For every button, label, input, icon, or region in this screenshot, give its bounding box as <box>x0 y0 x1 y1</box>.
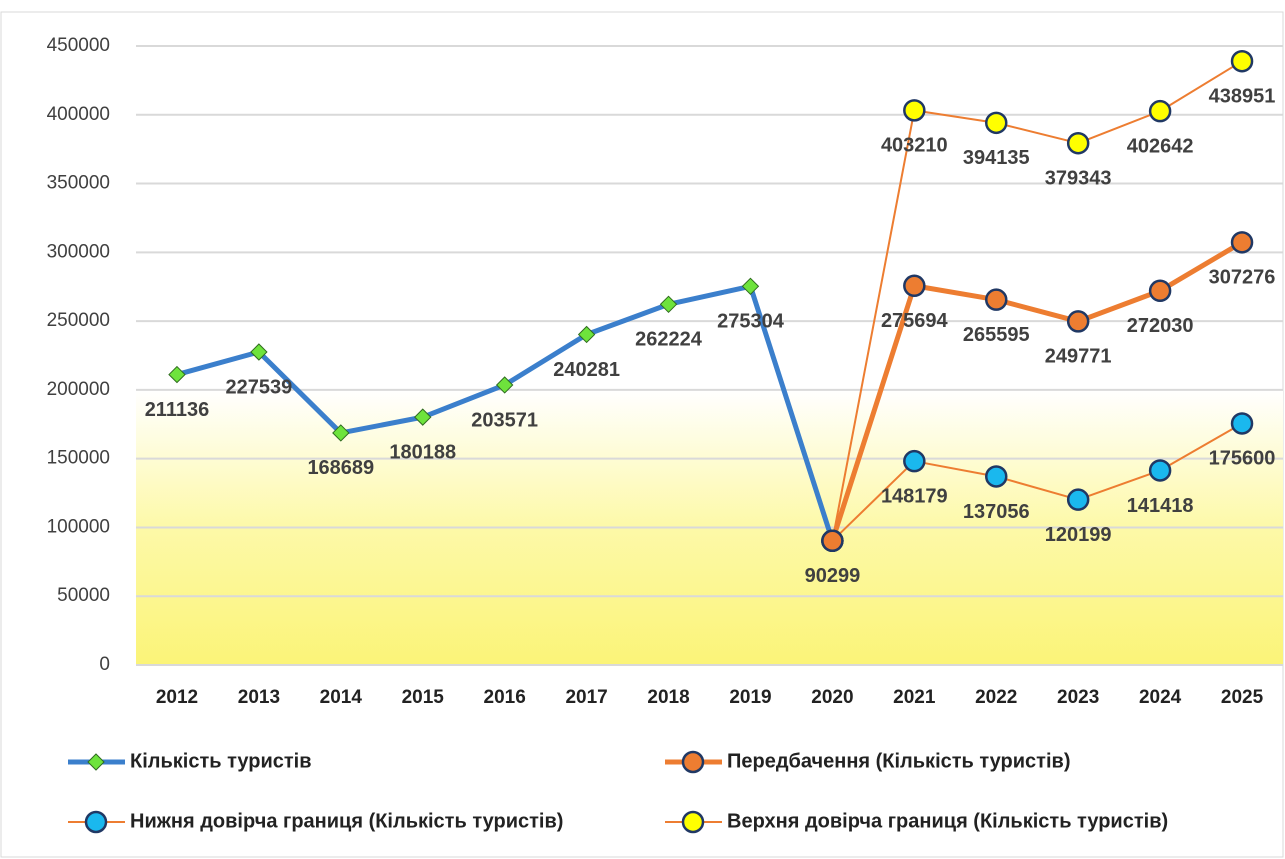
labels: 90299 403210 394135 379343 402642 438951 14817… <box>145 85 1276 587</box>
data-label: 265595 <box>963 324 1030 346</box>
series-line <box>831 60 1243 541</box>
y-tick-label: 250000 <box>47 310 110 331</box>
x-tick-label: 2019 <box>729 687 771 708</box>
data-label: 262224 <box>635 329 703 351</box>
y-tick-label: 450000 <box>47 35 110 56</box>
legend: Кількість туристів Передбачення (Кількіст… <box>68 750 1168 834</box>
data-label: 394135 <box>963 147 1030 169</box>
marker <box>332 424 350 442</box>
x-tick-label: 2015 <box>402 687 445 708</box>
marker <box>1230 412 1254 435</box>
data-label: 307276 <box>1209 267 1276 289</box>
marker <box>985 465 1008 488</box>
marker <box>903 449 926 473</box>
data-label: 180188 <box>389 441 456 463</box>
x-tick-label: 2025 <box>1221 687 1264 708</box>
grid: 0 50000 100000 150000 200000 250000 300000 3500… <box>47 35 1283 708</box>
marker <box>168 365 186 384</box>
marker <box>250 343 268 361</box>
marker <box>495 376 514 394</box>
legend-marker <box>84 810 108 834</box>
x-tick-label: 2021 <box>893 687 936 708</box>
marker <box>1148 279 1172 303</box>
data-label: 240281 <box>553 359 620 381</box>
marker <box>821 529 844 553</box>
legend-label: Кількість туристів <box>130 750 312 772</box>
series-line <box>830 240 1244 542</box>
x-tick-label: 2023 <box>1057 687 1099 708</box>
data-label: 275304 <box>717 311 785 333</box>
x-tick-label: 2020 <box>811 687 853 708</box>
data-label: 175600 <box>1209 448 1276 470</box>
x-tick-label: 2013 <box>238 687 280 708</box>
x-tick-label: 2022 <box>975 687 1017 708</box>
marker <box>1230 49 1254 73</box>
marker <box>414 408 432 426</box>
y-tick-label: 100000 <box>47 516 110 537</box>
marker <box>577 325 596 344</box>
x-tick-label: 2018 <box>647 687 689 708</box>
marker <box>659 295 678 314</box>
y-tick-label: 350000 <box>47 173 110 194</box>
x-tick-label: 2024 <box>1139 687 1182 708</box>
data-label: 249771 <box>1045 346 1112 368</box>
marker <box>985 288 1008 311</box>
marker <box>1148 99 1172 123</box>
x-tick-label: 2014 <box>320 687 363 708</box>
x-tick-label: 2017 <box>565 687 607 708</box>
data-label: 402642 <box>1127 135 1194 157</box>
legend-marker <box>681 750 705 774</box>
marker <box>1230 231 1254 254</box>
y-tick-label: 400000 <box>47 104 110 125</box>
y-tick-label: 0 <box>99 654 110 675</box>
markers <box>168 49 1254 553</box>
data-label: 403210 <box>881 135 948 157</box>
y-tick-label: 200000 <box>47 379 110 400</box>
marker <box>903 274 926 298</box>
marker <box>1066 310 1090 333</box>
data-label: 379343 <box>1045 167 1112 189</box>
legend-marker <box>87 753 105 771</box>
marker <box>1066 131 1090 155</box>
data-label: 227539 <box>226 376 293 398</box>
data-label: 90299 <box>805 565 861 587</box>
marker <box>903 99 926 122</box>
data-label: 141418 <box>1127 495 1194 517</box>
data-label: 148179 <box>881 485 948 507</box>
legend-marker <box>681 810 705 834</box>
y-tick-label: 300000 <box>47 241 110 262</box>
data-label: 275694 <box>881 310 949 332</box>
y-tick-label: 50000 <box>57 585 110 606</box>
legend-label: Нижня довірча границя (Кількість туристі… <box>130 810 563 832</box>
x-tick-label: 2012 <box>156 687 198 708</box>
data-label: 168689 <box>307 457 374 479</box>
data-label: 211136 <box>145 399 210 421</box>
y-tick-label: 150000 <box>47 448 110 469</box>
data-label: 120199 <box>1045 524 1112 546</box>
marker <box>741 277 760 296</box>
series-line <box>831 422 1243 542</box>
legend-label: Верхня довірча границя (Кількість турист… <box>727 810 1168 832</box>
marker <box>1066 488 1090 511</box>
data-label: 438951 <box>1209 85 1276 107</box>
data-label: 203571 <box>471 409 538 431</box>
x-tick-label: 2016 <box>484 687 526 708</box>
marker <box>985 111 1008 135</box>
data-label: 272030 <box>1127 315 1194 337</box>
marker <box>1148 459 1172 482</box>
data-label: 137056 <box>963 501 1030 523</box>
legend-label: Передбачення (Кількість туристів) <box>727 750 1071 772</box>
